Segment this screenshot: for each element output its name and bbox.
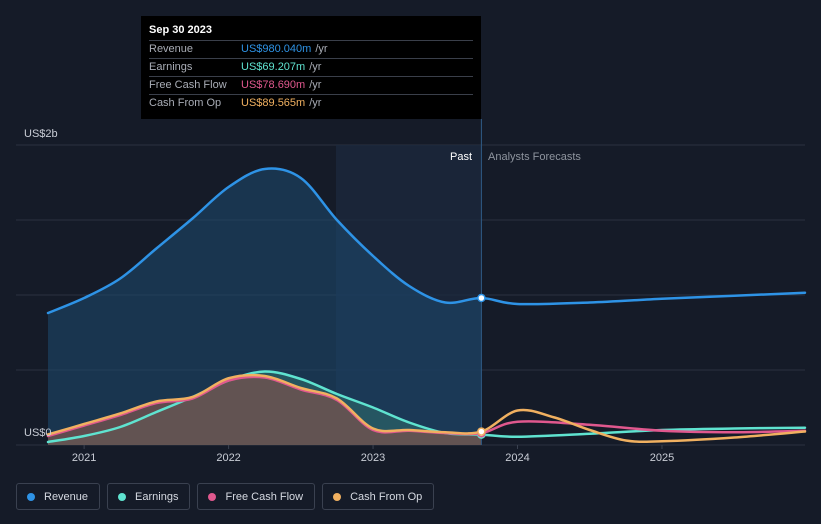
x-axis-ticks: 2021 2022 2023 2024 2025 (72, 445, 674, 464)
tooltip-row-cash-from-op: Cash From Op US$89.565m /yr (149, 94, 473, 112)
y-axis-bottom-label: US$0 (24, 427, 52, 439)
tooltip-value: US$78.690m (241, 79, 306, 91)
series-lines (46, 167, 807, 444)
series-area-cash-from-op (48, 375, 482, 445)
tooltip-label: Revenue (149, 43, 194, 55)
tooltip-label: Free Cash Flow (149, 79, 227, 91)
series-line-earnings (46, 370, 807, 444)
x-tick-label: 2021 (72, 452, 96, 464)
tooltip-unit: /yr (309, 97, 322, 109)
series-line-revenue (46, 167, 807, 315)
analysts-forecasts-label: Analysts Forecasts (488, 151, 581, 163)
tooltip-row-revenue: Revenue US$980.040m /yr (149, 40, 473, 58)
x-tick-label: 2022 (216, 452, 240, 464)
tooltip-unit: /yr (315, 43, 328, 55)
tooltip-unit: /yr (309, 61, 322, 73)
tooltip-label: Cash From Op (149, 97, 222, 109)
data-tooltip: Sep 30 2023 Revenue US$980.040m /yr Earn… (141, 16, 481, 119)
series-marker-cash-from-op (477, 427, 486, 436)
legend-dot-icon (118, 492, 127, 501)
legend-label: Free Cash Flow (225, 490, 304, 503)
tooltip-value: US$89.565m (241, 97, 306, 109)
series-marker-revenue (477, 293, 486, 303)
past-label: Past (450, 151, 472, 163)
series-markers (477, 293, 486, 439)
series-area-revenue (48, 168, 482, 445)
tooltip-value: US$980.040m (241, 43, 312, 55)
legend-dot-icon (333, 492, 342, 501)
x-tick-label: 2023 (361, 452, 385, 464)
x-tick-label: 2024 (505, 452, 529, 464)
legend-item-cash-from-op[interactable]: Cash From Op (322, 483, 435, 510)
legend-item-revenue[interactable]: Revenue (16, 483, 101, 510)
chart-legend: Revenue Earnings Free Cash Flow Cash Fro… (16, 483, 435, 510)
series-line-cash-from-op (46, 373, 807, 444)
tooltip-value: US$69.207m (241, 61, 306, 73)
tooltip-row-free-cash-flow: Free Cash Flow US$78.690m /yr (149, 76, 473, 94)
legend-label: Earnings (135, 490, 179, 503)
tooltip-label: Earnings (149, 61, 193, 73)
y-axis-top-label: US$2b (24, 128, 58, 140)
legend-item-earnings[interactable]: Earnings (107, 483, 191, 510)
legend-dot-icon (27, 492, 35, 501)
tooltip-date: Sep 30 2023 (149, 24, 212, 36)
series-areas (48, 168, 482, 445)
x-tick-label: 2025 (650, 452, 674, 464)
legend-item-free-cash-flow[interactable]: Free Cash Flow (197, 483, 316, 510)
tooltip-unit: /yr (309, 79, 322, 91)
legend-label: Revenue (44, 490, 89, 503)
legend-label: Cash From Op (350, 490, 423, 503)
chart-area: US$2b US$0 Past Analysts Forecasts 2021 2… (16, 119, 807, 464)
tooltip-row-earnings: Earnings US$69.207m /yr (149, 58, 473, 76)
legend-dot-icon (208, 492, 217, 501)
series-line-free-cash-flow (46, 375, 807, 438)
